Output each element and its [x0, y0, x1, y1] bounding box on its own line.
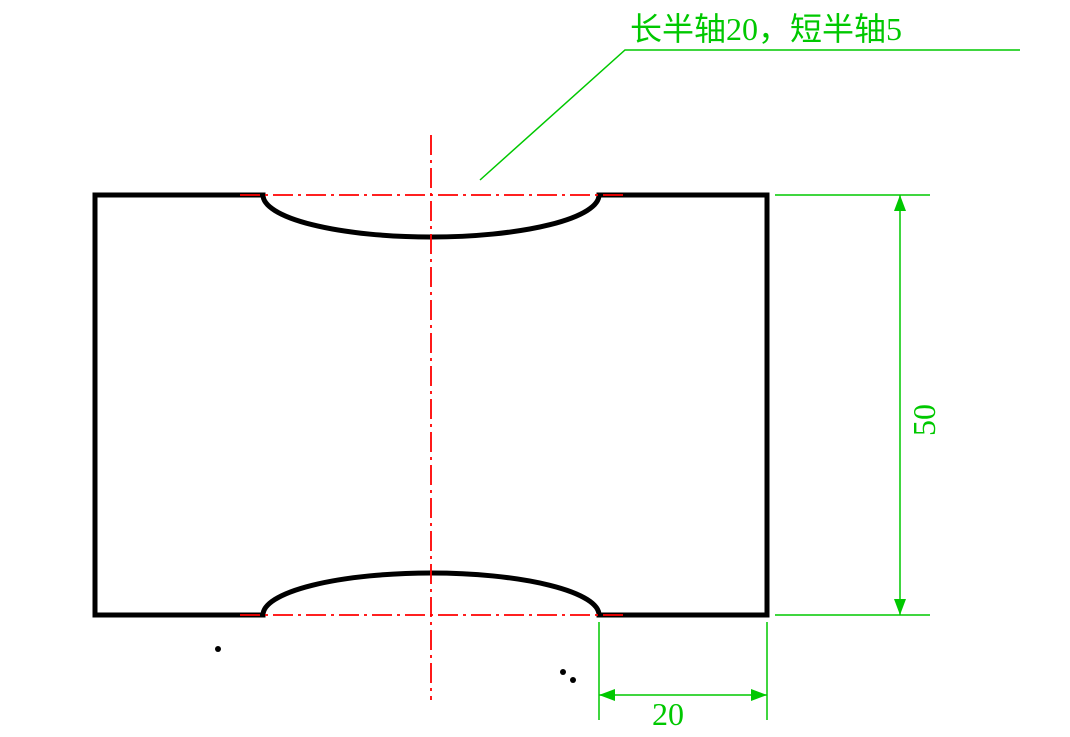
dimension-arrowhead [751, 689, 767, 701]
dimension-arrowhead [894, 195, 906, 211]
stray-dot-1 [560, 669, 566, 675]
dimension-arrowhead [894, 599, 906, 615]
engineering-drawing: 长半轴20，短半轴5 50 20 [0, 0, 1070, 737]
dim-h-value: 20 [652, 696, 684, 732]
dimension-arrowhead [599, 689, 615, 701]
annotation-text: 长半轴20，短半轴5 [630, 11, 902, 47]
stray-dot-2 [570, 677, 576, 683]
dim-v-value: 50 [906, 404, 942, 436]
annotation-leader [480, 50, 1020, 180]
stray-dot-0 [215, 646, 221, 652]
